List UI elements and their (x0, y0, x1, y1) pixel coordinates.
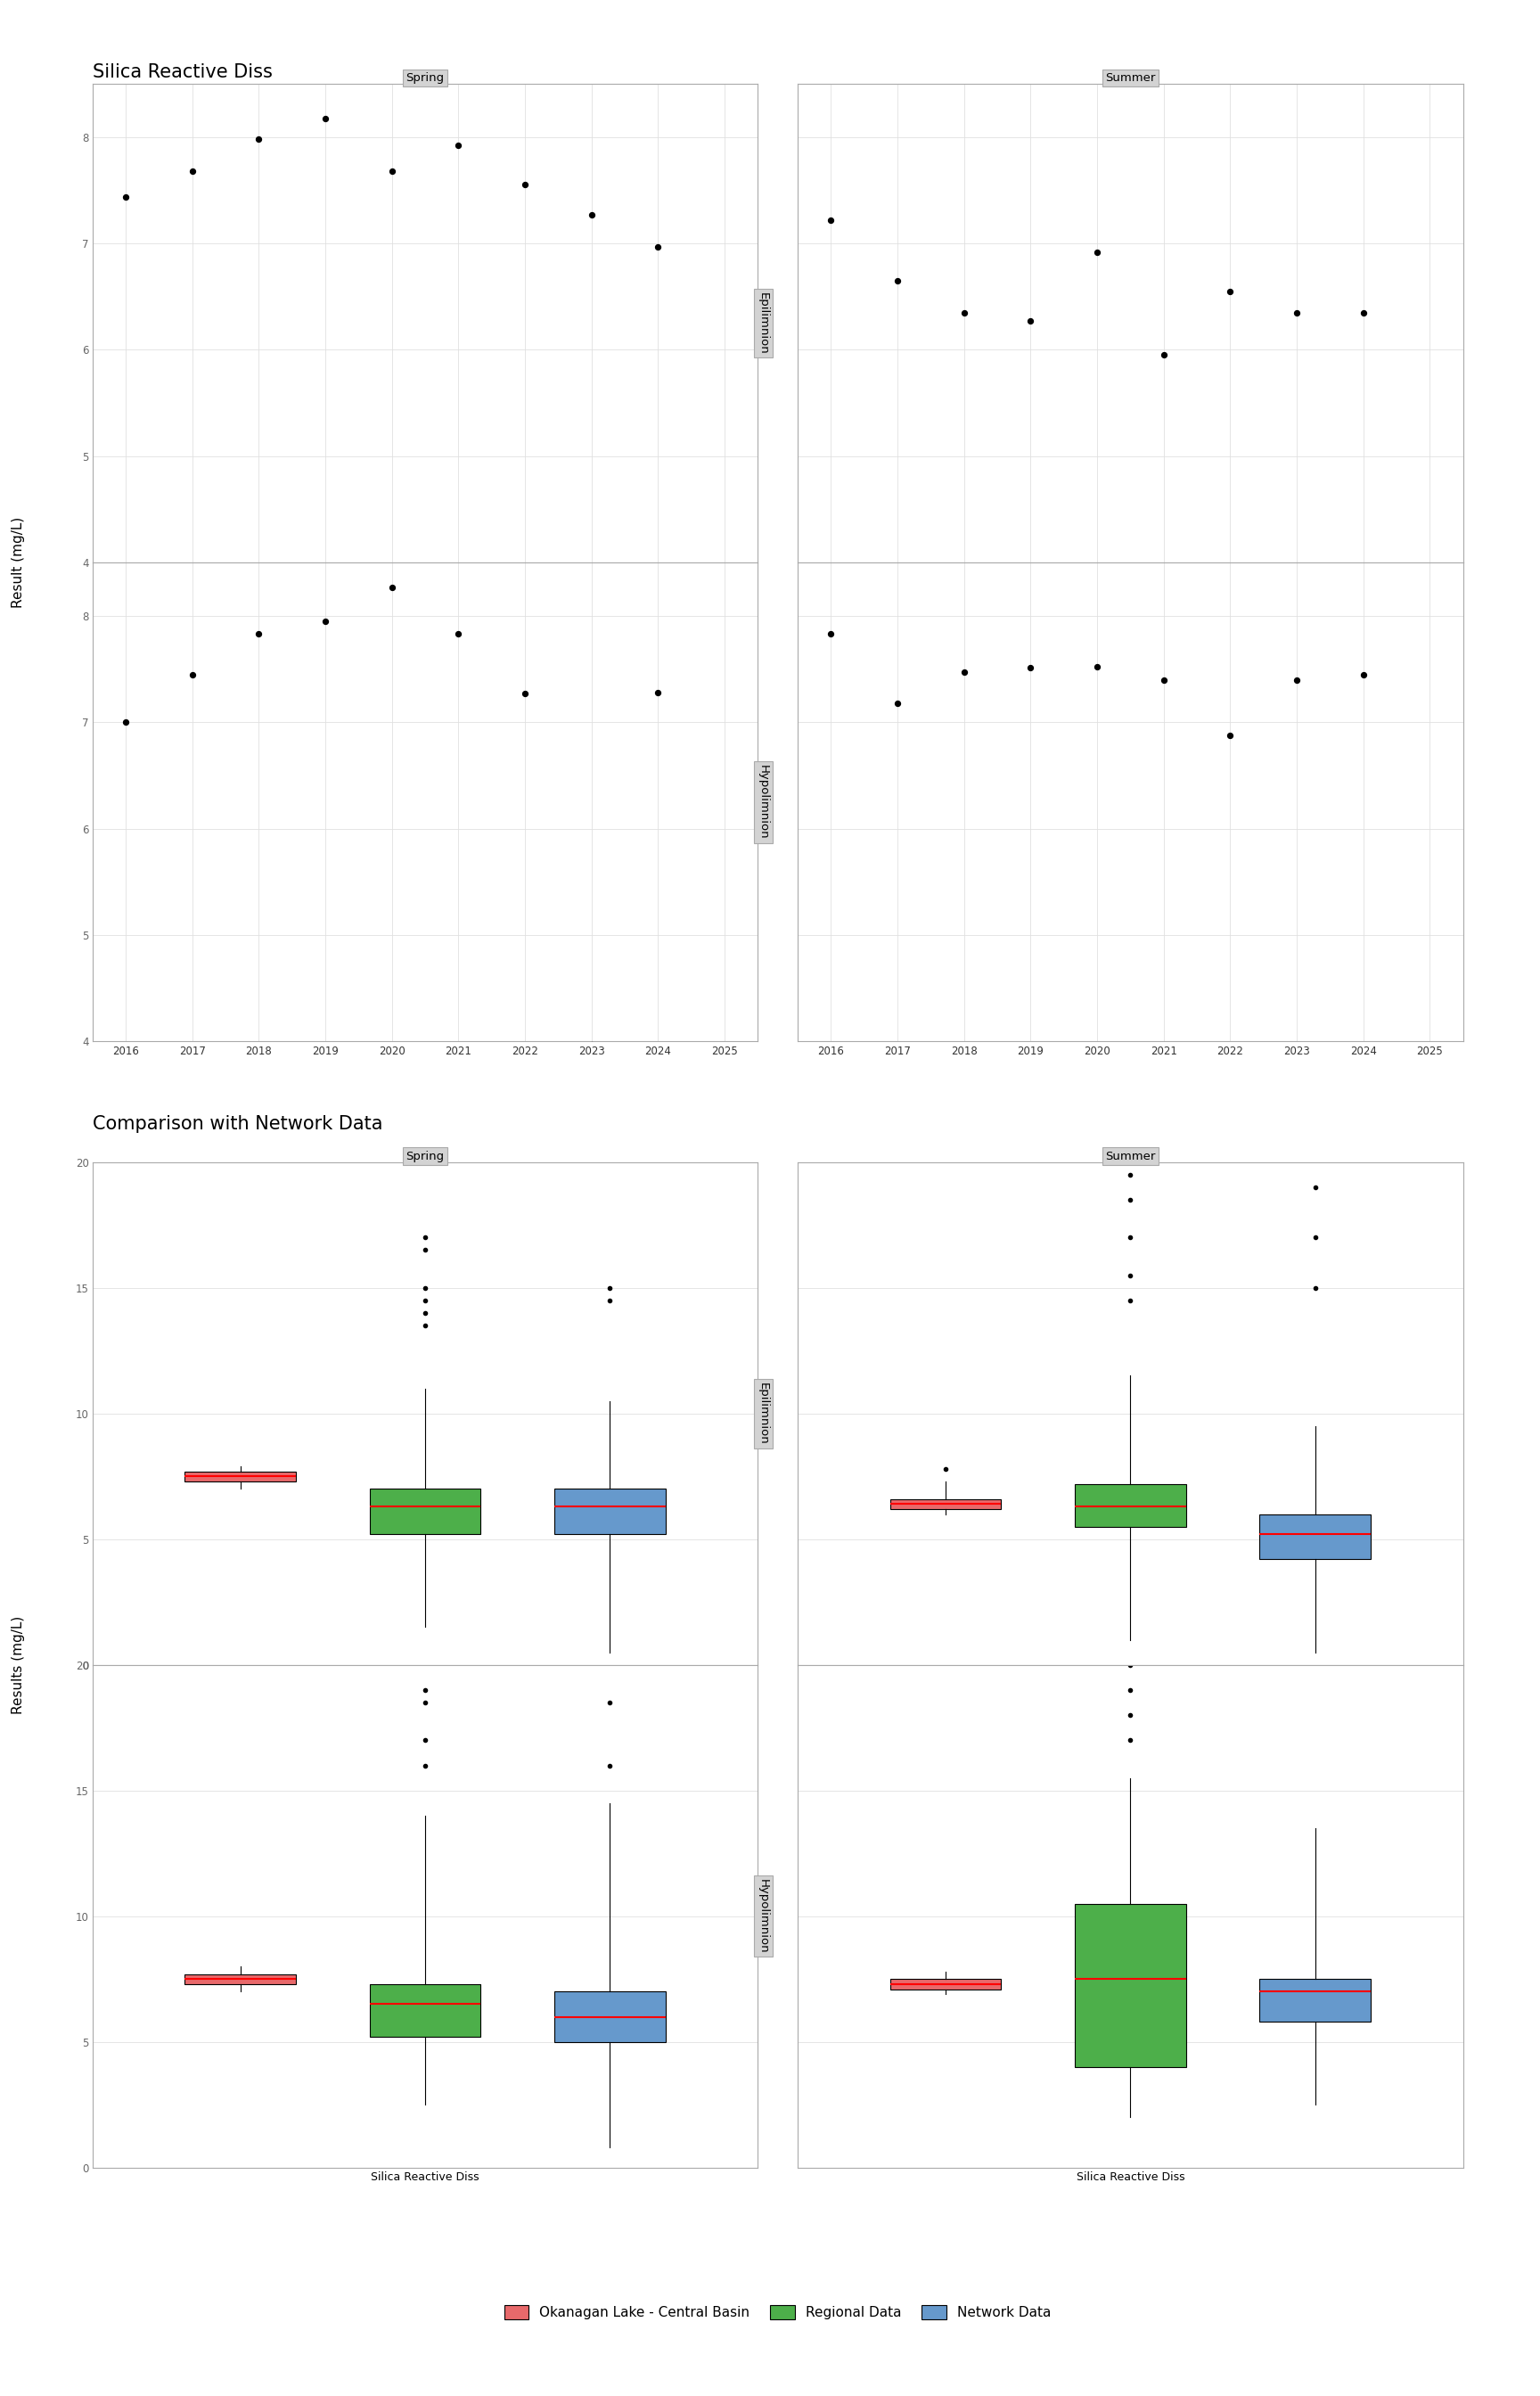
Point (819, 201, 844, 240)
Point (379, 151, 403, 189)
Point (1018, 302, 1043, 340)
Point (1218, 273, 1243, 311)
Point (885, 261, 910, 300)
Point (246, 120, 271, 158)
PathPatch shape (370, 1488, 480, 1533)
Point (952, 654, 976, 692)
Point (579, 196, 604, 235)
PathPatch shape (554, 1488, 665, 1533)
Point (1152, 661, 1177, 700)
Point (447, 127, 471, 165)
PathPatch shape (185, 1471, 296, 1481)
Point (246, 616, 271, 654)
Text: Epilimnion: Epilimnion (758, 292, 770, 355)
Point (114, 702, 139, 740)
Point (952, 292, 976, 331)
Point (885, 683, 910, 721)
Text: Hypolimnion: Hypolimnion (758, 764, 770, 839)
Point (819, 616, 844, 654)
PathPatch shape (1075, 1905, 1186, 2068)
Point (180, 654, 205, 692)
PathPatch shape (554, 1991, 665, 2041)
Point (1152, 335, 1177, 374)
Legend: Okanagan Lake - Central Basin, Regional Data, Network Data: Okanagan Lake - Central Basin, Regional … (499, 2300, 1056, 2324)
Text: Comparison with Network Data: Comparison with Network Data (92, 1117, 382, 1133)
PathPatch shape (1260, 1514, 1371, 1560)
Point (1018, 649, 1043, 688)
Point (114, 177, 139, 216)
Point (1284, 661, 1309, 700)
Point (645, 673, 670, 712)
Text: Summer: Summer (1106, 1150, 1155, 1162)
Point (1351, 654, 1375, 692)
Text: Silica Reactive Diss: Silica Reactive Diss (92, 65, 273, 81)
Text: Epilimnion: Epilimnion (758, 1382, 770, 1445)
Point (513, 165, 537, 204)
Point (1218, 716, 1243, 755)
Text: Results (mg/L): Results (mg/L) (12, 1615, 25, 1713)
Point (313, 601, 337, 640)
Point (447, 616, 471, 654)
Text: Hypolimnion: Hypolimnion (758, 1878, 770, 1953)
Text: Summer: Summer (1106, 72, 1155, 84)
Text: Spring: Spring (407, 1150, 444, 1162)
Point (579, 1025, 604, 1064)
Point (645, 228, 670, 266)
PathPatch shape (185, 1974, 296, 1984)
PathPatch shape (890, 1979, 1001, 1989)
PathPatch shape (1260, 1979, 1371, 2022)
Point (1351, 292, 1375, 331)
Text: Result (mg/L): Result (mg/L) (12, 518, 25, 609)
PathPatch shape (890, 1500, 1001, 1509)
Point (1084, 232, 1109, 271)
Point (1084, 647, 1109, 685)
Text: Spring: Spring (407, 72, 444, 84)
Point (1284, 292, 1309, 331)
Point (180, 151, 205, 189)
Point (513, 673, 537, 712)
Point (313, 101, 337, 139)
PathPatch shape (1075, 1483, 1186, 1526)
PathPatch shape (370, 1984, 480, 2037)
Point (379, 568, 403, 606)
